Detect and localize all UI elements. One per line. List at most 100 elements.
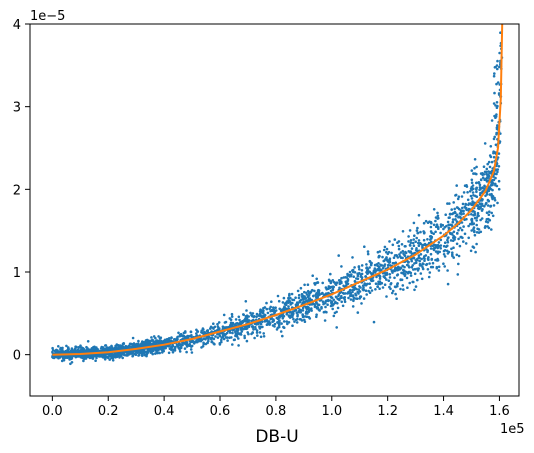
scatter-point bbox=[94, 359, 97, 363]
scatter-point bbox=[298, 301, 302, 304]
scatter-point bbox=[470, 197, 474, 200]
scatter-point bbox=[82, 357, 86, 360]
scatter-point bbox=[450, 224, 454, 228]
scatter-point bbox=[96, 353, 100, 356]
scatter-point bbox=[230, 336, 233, 339]
scatter-point bbox=[84, 357, 88, 360]
scatter-point bbox=[381, 266, 385, 270]
scatter-point bbox=[69, 357, 72, 360]
scatter-point bbox=[356, 290, 360, 294]
scatter-point bbox=[397, 244, 401, 248]
scatter-point bbox=[421, 245, 424, 249]
scatter-point bbox=[407, 266, 411, 269]
scatter-point bbox=[470, 178, 474, 182]
scatter-point bbox=[489, 145, 493, 148]
scatter-point bbox=[490, 183, 493, 186]
scatter-point bbox=[344, 292, 347, 295]
scatter-point bbox=[131, 354, 135, 357]
scatter-point bbox=[497, 92, 501, 95]
scatter-point bbox=[414, 248, 418, 252]
scatter-point bbox=[494, 176, 497, 180]
scatter-point bbox=[317, 291, 321, 295]
scatter-point bbox=[312, 294, 315, 298]
scatter-point bbox=[258, 327, 262, 330]
scatter-point bbox=[325, 287, 329, 291]
scatter-point bbox=[413, 234, 416, 237]
scatter-point bbox=[432, 232, 436, 235]
scatter-point bbox=[358, 268, 361, 271]
scatter-point bbox=[326, 303, 329, 307]
scatter-point bbox=[299, 309, 303, 312]
scatter-point bbox=[377, 254, 381, 258]
scatter-point bbox=[328, 285, 332, 289]
scatter-point bbox=[385, 256, 388, 260]
scatter-point bbox=[451, 251, 454, 254]
scatter-point bbox=[455, 220, 459, 223]
scatter-point bbox=[490, 181, 493, 184]
scatter-point bbox=[496, 201, 499, 205]
scatter-point bbox=[104, 344, 107, 347]
scatter-point bbox=[430, 257, 434, 261]
scatter-point bbox=[332, 314, 336, 318]
scatter-point bbox=[160, 341, 163, 344]
scatter-point bbox=[273, 310, 277, 314]
scatter-point bbox=[294, 296, 297, 300]
scatter-point bbox=[273, 322, 277, 326]
scatter-point bbox=[244, 327, 247, 331]
scatter-point bbox=[400, 243, 404, 246]
scatter-point bbox=[245, 309, 248, 312]
scatter-point bbox=[110, 355, 113, 359]
scatter-point bbox=[415, 229, 419, 232]
scatter-point bbox=[474, 250, 477, 254]
scatter-point bbox=[321, 300, 325, 304]
scatter-point bbox=[246, 319, 249, 322]
scatter-point bbox=[419, 230, 422, 234]
scatter-point bbox=[456, 231, 459, 235]
scatter-point bbox=[495, 127, 499, 131]
scatter-point bbox=[214, 335, 217, 338]
scatter-point bbox=[492, 151, 495, 155]
scatter-point bbox=[151, 352, 154, 356]
scatter-point bbox=[283, 308, 287, 311]
scatter-point bbox=[294, 308, 298, 312]
scatter-point bbox=[306, 312, 309, 315]
scatter-point bbox=[429, 247, 433, 250]
scatter-point bbox=[400, 271, 403, 275]
scatter-point bbox=[166, 338, 169, 342]
scatter-point bbox=[450, 232, 454, 235]
scatter-point bbox=[396, 282, 400, 285]
scatter-point bbox=[450, 208, 454, 211]
scatter-point bbox=[428, 262, 431, 265]
scatter-point bbox=[265, 301, 268, 305]
scatter-point bbox=[453, 238, 456, 241]
scatter-point bbox=[484, 194, 487, 198]
scatter-point bbox=[253, 336, 256, 340]
scatter-point bbox=[413, 272, 417, 276]
scatter-point bbox=[200, 330, 203, 334]
scatter-point bbox=[436, 243, 440, 247]
scatter-point bbox=[480, 202, 484, 206]
scatter-point bbox=[436, 246, 440, 250]
scatter-point bbox=[308, 291, 312, 295]
scatter-point bbox=[276, 321, 279, 324]
scatter-point bbox=[446, 282, 450, 286]
scatter-point bbox=[361, 284, 365, 288]
scatter-point bbox=[411, 280, 415, 284]
scatter-point bbox=[364, 275, 368, 278]
scatter-point bbox=[411, 241, 415, 245]
scatter-point bbox=[268, 307, 271, 311]
scatter-point bbox=[65, 344, 68, 348]
scatter-point bbox=[310, 307, 313, 310]
scatter-point bbox=[490, 211, 494, 215]
scatter-point bbox=[262, 315, 266, 318]
scatter-point bbox=[287, 315, 291, 318]
scatter-point bbox=[495, 113, 498, 116]
scatter-point bbox=[283, 305, 286, 309]
scatter-point bbox=[288, 299, 292, 303]
scatter-point bbox=[475, 216, 479, 219]
scatter-point bbox=[79, 344, 82, 348]
scatter-point bbox=[306, 283, 310, 287]
scatter-point bbox=[337, 254, 341, 257]
scatter-point bbox=[85, 345, 88, 349]
scatter-point bbox=[317, 303, 321, 307]
